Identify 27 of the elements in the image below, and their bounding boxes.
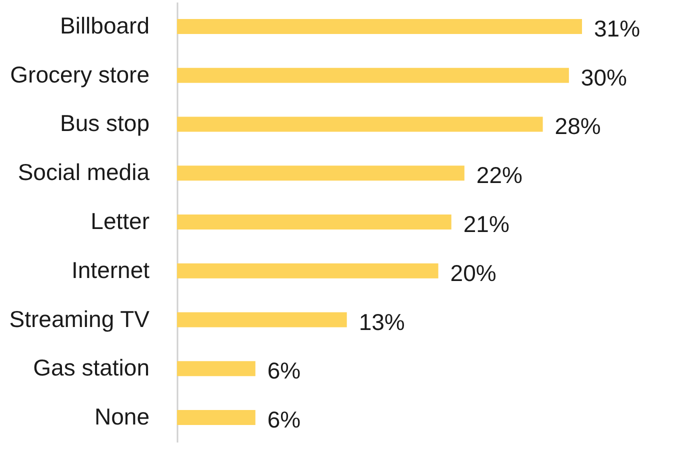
bar <box>177 410 256 426</box>
data-label: 21% <box>463 211 510 237</box>
data-label: 28% <box>554 113 601 140</box>
bar <box>177 18 582 34</box>
y-tick-label: Social media <box>18 159 150 186</box>
data-label: 30% <box>580 64 627 90</box>
data-label: 6% <box>267 406 301 433</box>
bar <box>177 263 438 278</box>
data-label: 6% <box>267 358 301 384</box>
y-tick-label: None <box>94 404 150 430</box>
data-label: 13% <box>358 308 405 335</box>
y-tick-label: Internet <box>72 256 150 283</box>
bar <box>177 68 569 83</box>
y-tick-label: Bus stop <box>60 110 150 136</box>
bar <box>177 116 543 132</box>
bar <box>177 361 256 376</box>
y-tick-label: Letter <box>90 208 150 234</box>
bar <box>177 312 347 328</box>
y-tick-label: Grocery store <box>10 61 150 88</box>
y-tick-label: Billboard <box>60 12 150 38</box>
data-label: 22% <box>476 162 522 188</box>
y-tick-label: Streaming TV <box>9 306 150 332</box>
data-label: 31% <box>594 15 640 42</box>
y-tick-label: Gas station <box>33 354 150 381</box>
bar <box>177 214 452 230</box>
bar <box>177 166 464 181</box>
data-label: 20% <box>450 260 496 286</box>
